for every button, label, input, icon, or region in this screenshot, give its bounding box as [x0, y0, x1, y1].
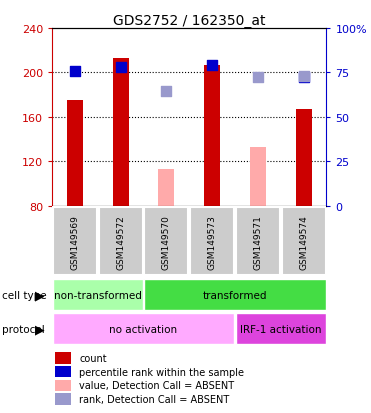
- Text: percentile rank within the sample: percentile rank within the sample: [79, 367, 244, 377]
- Bar: [236, 208, 280, 275]
- Point: [209, 62, 215, 69]
- Point: [72, 69, 78, 76]
- Bar: [296, 110, 312, 206]
- Point: [163, 89, 169, 95]
- Bar: [67, 101, 83, 206]
- Title: GDS2752 / 162350_at: GDS2752 / 162350_at: [113, 14, 266, 28]
- Text: value, Detection Call = ABSENT: value, Detection Call = ABSENT: [79, 380, 234, 390]
- Bar: [55, 353, 71, 364]
- Bar: [282, 208, 326, 275]
- Point: [255, 74, 261, 81]
- Text: rank, Detection Call = ABSENT: rank, Detection Call = ABSENT: [79, 394, 230, 404]
- Bar: [236, 313, 326, 344]
- Text: IRF-1 activation: IRF-1 activation: [240, 324, 322, 334]
- Bar: [55, 380, 71, 391]
- Bar: [53, 208, 97, 275]
- Text: protocol: protocol: [2, 324, 45, 334]
- Text: GSM149570: GSM149570: [162, 214, 171, 269]
- Text: GSM149572: GSM149572: [116, 214, 125, 269]
- Text: GSM149574: GSM149574: [299, 214, 308, 269]
- Bar: [99, 208, 142, 275]
- Text: no activation: no activation: [109, 324, 177, 334]
- Bar: [144, 280, 326, 310]
- Text: transformed: transformed: [203, 290, 267, 300]
- Point: [301, 74, 306, 80]
- Bar: [55, 366, 71, 377]
- Bar: [144, 208, 188, 275]
- Bar: [190, 208, 234, 275]
- Bar: [250, 148, 266, 206]
- Text: GSM149573: GSM149573: [208, 214, 217, 269]
- Bar: [53, 280, 142, 310]
- Bar: [204, 66, 220, 206]
- Bar: [158, 170, 174, 206]
- Bar: [112, 59, 129, 206]
- Bar: [55, 393, 71, 405]
- Text: ▶: ▶: [35, 322, 45, 335]
- Text: GSM149569: GSM149569: [70, 214, 79, 269]
- Text: count: count: [79, 353, 107, 363]
- Point: [118, 64, 124, 71]
- Text: non-transformed: non-transformed: [54, 290, 142, 300]
- Text: GSM149571: GSM149571: [253, 214, 262, 269]
- Bar: [53, 313, 234, 344]
- Point: [301, 74, 306, 81]
- Text: ▶: ▶: [35, 288, 45, 301]
- Text: cell type: cell type: [2, 290, 46, 300]
